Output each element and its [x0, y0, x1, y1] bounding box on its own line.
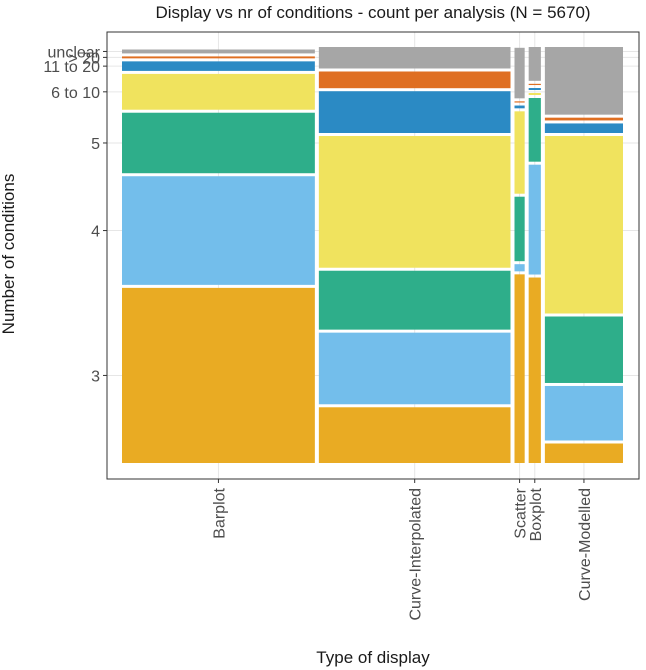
- tile-scatter-4: [514, 264, 525, 272]
- tile-barplot-5: [122, 112, 315, 174]
- y-tick-label-11-to-20: 11 to 20: [43, 59, 100, 76]
- tile-barplot-4: [122, 176, 315, 285]
- tile-barplot-11-to-20: [122, 61, 315, 71]
- tile-curve-interpolated-5: [318, 270, 511, 330]
- y-axis-title: Number of conditions: [0, 174, 18, 335]
- tile-scatter-unclear: [514, 47, 525, 99]
- x-axis-title: Type of display: [316, 648, 430, 667]
- tile-curve-modelled-4: [544, 385, 623, 441]
- tile-barplot-unclear: [122, 49, 315, 54]
- tile-scatter-6-to-10: [514, 111, 525, 194]
- tile-scatter-20: [514, 101, 525, 103]
- tile-boxplot-6-to-10: [528, 93, 541, 96]
- tile-curve-modelled-3: [544, 443, 623, 463]
- panel-border: [106, 31, 640, 480]
- tile-curve-interpolated-20: [318, 71, 511, 89]
- x-tick-label-boxplot: Boxplot: [528, 487, 545, 541]
- tile-curve-modelled-5: [544, 316, 623, 383]
- tile-barplot-6-to-10: [122, 73, 315, 110]
- mosaic-tiles: [122, 47, 623, 463]
- y-tick-label-6-to-10: 6 to 10: [51, 85, 100, 102]
- tile-curve-interpolated-unclear: [318, 47, 511, 69]
- tile-barplot-3: [122, 287, 315, 463]
- chart-title: Display vs nr of conditions - count per …: [155, 3, 590, 22]
- plot-panel: [106, 31, 640, 480]
- tile-curve-modelled-20: [544, 117, 623, 121]
- y-tick-label-5: 5: [91, 136, 100, 153]
- x-tick-label-scatter: Scatter: [513, 487, 530, 538]
- tile-curve-modelled-11-to-20: [544, 123, 623, 133]
- y-tick-label-20: > 20: [68, 50, 100, 67]
- x-tick-label-barplot: Barplot: [211, 487, 228, 538]
- tile-boxplot-11-to-20: [528, 88, 541, 91]
- tile-boxplot-4: [528, 164, 541, 275]
- tile-boxplot-20: [528, 83, 541, 86]
- tile-boxplot-3: [528, 277, 541, 463]
- tile-curve-interpolated-6-to-10: [318, 135, 511, 268]
- tile-barplot-20: [122, 56, 315, 59]
- tile-boxplot-5: [528, 98, 541, 162]
- tile-curve-interpolated-4: [318, 332, 511, 405]
- tile-boxplot-unclear: [528, 47, 541, 81]
- tile-curve-interpolated-11-to-20: [318, 91, 511, 133]
- tile-curve-modelled-unclear: [544, 47, 623, 115]
- y-tick-label-unclear: unclear: [48, 44, 101, 61]
- y-tick-label-4: 4: [91, 224, 100, 241]
- tile-scatter-5: [514, 196, 525, 262]
- tile-scatter-3: [514, 274, 525, 463]
- tile-curve-modelled-6-to-10: [544, 135, 623, 314]
- y-tick-label-3: 3: [91, 368, 100, 385]
- x-tick-label-curve-interpolated: Curve-Interpolated: [408, 488, 425, 621]
- tile-scatter-11-to-20: [514, 105, 525, 109]
- tile-curve-interpolated-3: [318, 407, 511, 463]
- x-tick-label-curve-modelled: Curve-Modelled: [577, 488, 594, 601]
